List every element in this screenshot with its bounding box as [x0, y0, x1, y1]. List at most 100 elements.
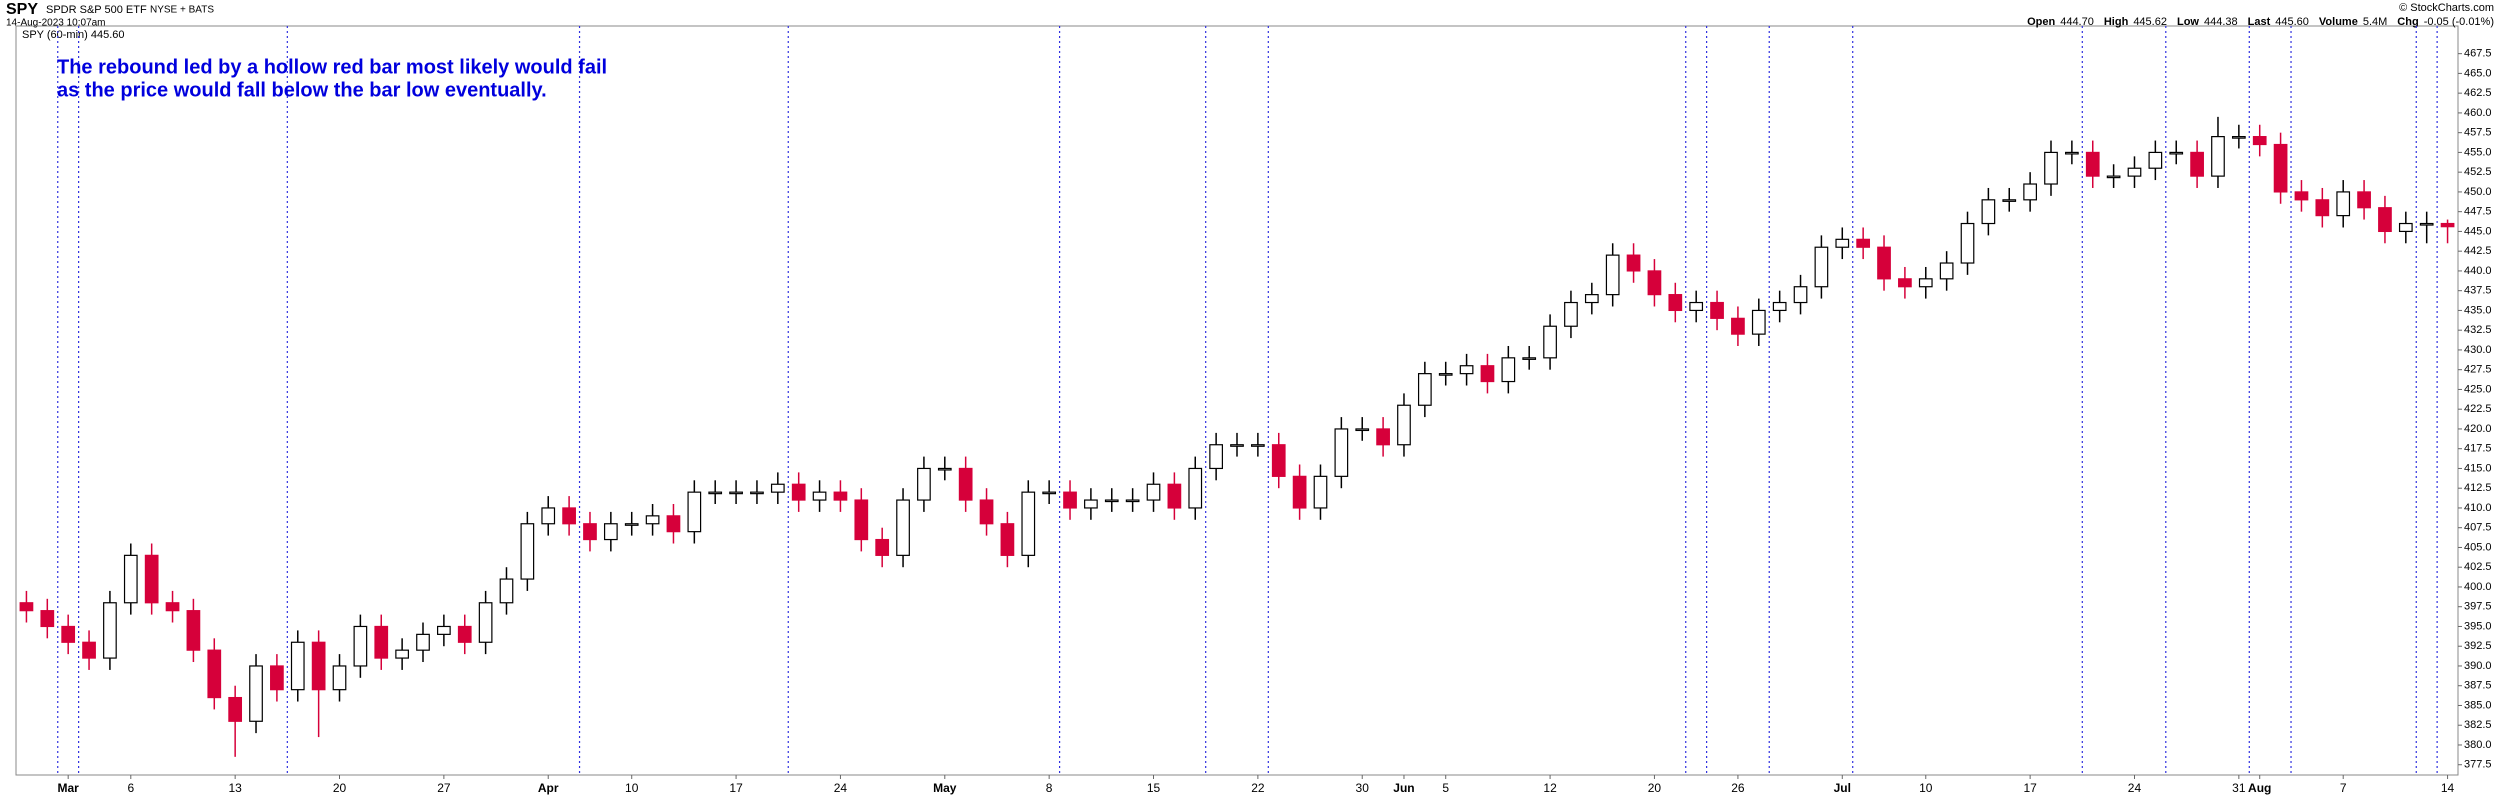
candle-body: [2252, 136, 2267, 146]
candle-body: [1751, 309, 1766, 335]
candle-body: [2231, 136, 2246, 139]
candle-body: [1605, 254, 1620, 296]
y-tick-label: 420.0: [2464, 423, 2492, 435]
y-tick-label: 412.5: [2464, 482, 2492, 494]
candle-body: [1689, 301, 1704, 312]
candle-body: [1877, 246, 1891, 280]
candle-body: [875, 538, 890, 556]
x-tick-label: 17: [2023, 781, 2037, 795]
annotation: The rebound led by a hollow red bar most…: [57, 56, 607, 78]
x-tick-label: 26: [1731, 781, 1745, 795]
x-tick-label: 17: [729, 781, 743, 795]
copyright: © StockCharts.com: [2399, 2, 2494, 14]
y-tick-label: 432.5: [2464, 324, 2492, 336]
candle-body: [186, 610, 201, 651]
candle-body: [437, 625, 451, 635]
info-label: Volume: [2319, 16, 2358, 28]
candle-body: [708, 491, 723, 495]
candle-body: [854, 499, 869, 541]
candle-body: [1438, 373, 1453, 376]
candle-body: [499, 578, 514, 604]
candle-body: [165, 602, 180, 612]
candle-body: [1918, 278, 1933, 288]
candle-body: [520, 523, 535, 580]
info-value: 445.62: [2133, 16, 2167, 28]
y-tick-label: 400.0: [2464, 581, 2492, 593]
candle-body: [1167, 483, 1182, 509]
candle-body: [833, 491, 848, 501]
y-tick-label: 442.5: [2464, 245, 2492, 257]
candle-body: [812, 491, 827, 501]
candle-body: [82, 641, 96, 659]
y-tick-label: 425.0: [2464, 383, 2492, 395]
candle-body: [249, 665, 263, 722]
y-tick-label: 430.0: [2464, 344, 2492, 356]
candle-body: [1814, 246, 1829, 288]
y-tick-label: 435.0: [2464, 304, 2492, 316]
x-tick-label: 10: [1919, 781, 1933, 795]
candle-body: [2085, 151, 2100, 177]
candle-body: [1084, 499, 1098, 509]
candle-body: [1710, 301, 1724, 319]
x-tick-label: Aug: [2248, 781, 2271, 795]
candle-body: [1647, 270, 1662, 296]
candle-body: [979, 499, 994, 525]
info-label: Low: [2177, 16, 2199, 28]
y-tick-label: 440.0: [2464, 265, 2492, 277]
candle-body: [2419, 222, 2434, 226]
info-value: -0.05 (-0.01%): [2424, 16, 2494, 28]
y-tick-label: 467.5: [2464, 48, 2492, 60]
x-tick-label: Mar: [58, 781, 80, 795]
y-tick-label: 387.5: [2464, 680, 2492, 692]
candle-body: [1000, 523, 1015, 556]
candle-body: [1543, 325, 1557, 359]
x-tick-label: 13: [228, 781, 242, 795]
candle-body: [958, 467, 973, 501]
candle-body: [1063, 491, 1077, 509]
y-tick-label: 390.0: [2464, 660, 2492, 672]
candle-body: [2440, 222, 2455, 228]
candle-body: [1668, 294, 1683, 312]
candle-body: [2190, 151, 2204, 177]
y-tick-label: 447.5: [2464, 206, 2492, 218]
x-tick-label: 8: [1046, 781, 1053, 795]
candle-body: [290, 641, 305, 691]
info-value: 5.4M: [2363, 16, 2387, 28]
y-tick-label: 402.5: [2464, 561, 2492, 573]
candle-body: [937, 467, 952, 471]
candle-body: [2148, 151, 2163, 169]
candle-body: [562, 507, 576, 525]
candle-body: [1501, 357, 1516, 383]
x-tick-label: 22: [1251, 781, 1265, 795]
candle-body: [1271, 444, 1286, 477]
candle-body: [374, 625, 389, 659]
candle-body: [1459, 365, 1474, 375]
x-tick-label: 24: [2128, 781, 2142, 795]
info-value: 445.60: [2275, 16, 2309, 28]
y-tick-label: 417.5: [2464, 443, 2492, 455]
symbol: SPY: [6, 1, 38, 18]
x-tick-label: 30: [1356, 781, 1370, 795]
candle-body: [1793, 286, 1808, 304]
candle-body: [666, 515, 681, 533]
candle-body: [1355, 428, 1370, 432]
candle-body: [2023, 183, 2037, 201]
y-tick-label: 405.0: [2464, 541, 2492, 553]
y-tick-label: 437.5: [2464, 285, 2492, 297]
candle-body: [353, 625, 368, 667]
candle-body: [1480, 365, 1495, 383]
y-tick-label: 385.0: [2464, 699, 2492, 711]
candle-body: [1626, 254, 1641, 272]
y-tick-label: 410.0: [2464, 502, 2492, 514]
candle-body: [416, 633, 430, 651]
candle-body: [1731, 317, 1745, 335]
x-tick-label: 20: [333, 781, 347, 795]
candle-body: [2044, 151, 2058, 185]
candle-body: [2357, 191, 2371, 209]
y-tick-label: 380.0: [2464, 739, 2492, 751]
y-tick-label: 452.5: [2464, 166, 2492, 178]
candle-body: [541, 507, 556, 525]
x-tick-label: 10: [625, 781, 639, 795]
x-tick-label: Apr: [538, 781, 559, 795]
info-label: Open: [2027, 16, 2055, 28]
